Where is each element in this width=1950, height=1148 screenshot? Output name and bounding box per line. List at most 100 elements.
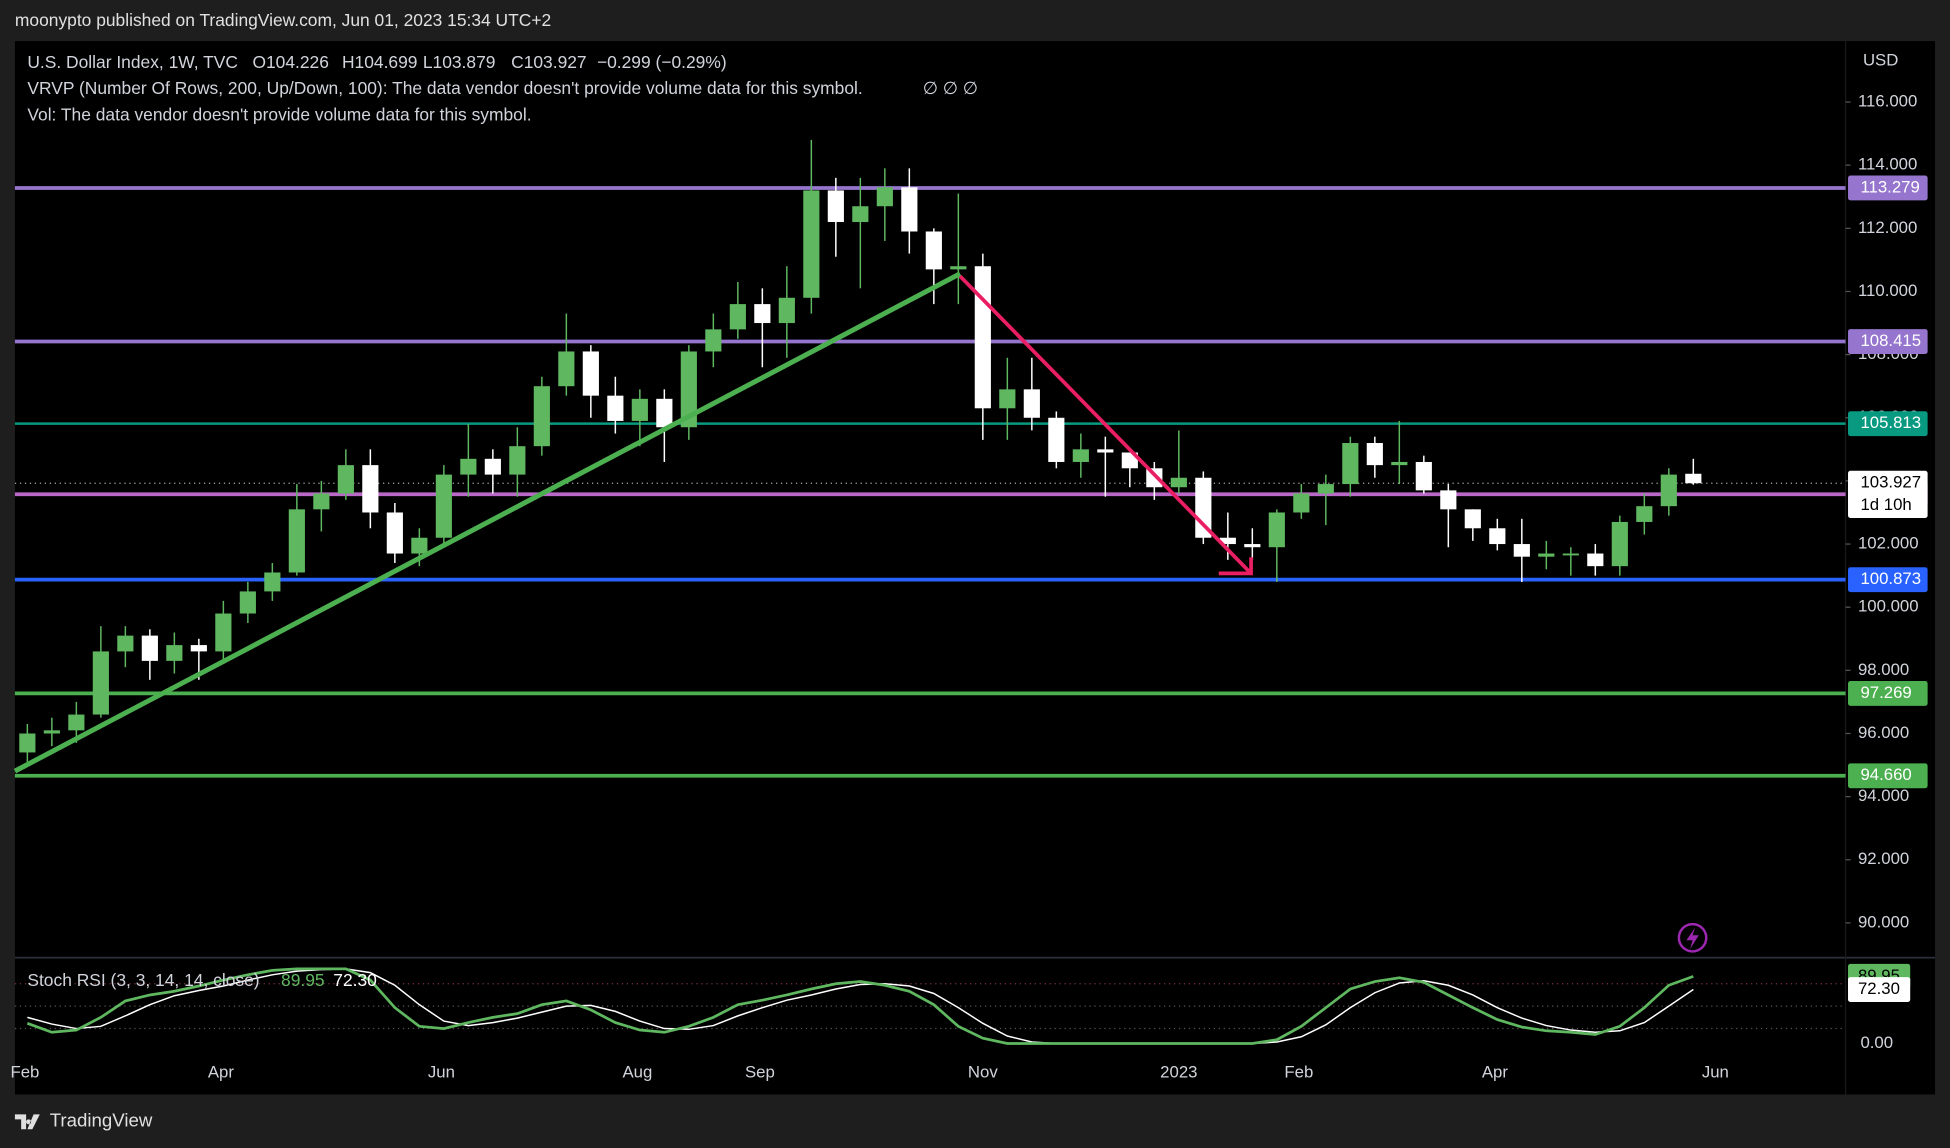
trend-line [13,271,962,774]
x-tick-label: Apr [208,1063,235,1082]
candle-body [974,266,991,409]
candle-body [558,351,575,387]
symbol: U.S. Dollar Index, 1W, TVC [27,52,238,72]
y-tick-label: 90.000 [1858,912,1909,931]
level-label-bg [1848,411,1928,437]
last-price-bg [1848,470,1928,519]
y-tick-label: 94.000 [1858,786,1909,805]
level-label: 97.269 [1860,683,1911,702]
candle-body [999,389,1016,409]
candle-body [1317,484,1334,494]
stoch-k [26,967,1694,1045]
level-label-bg [1848,680,1928,706]
level-label: 100.873 [1860,569,1921,588]
candle-body [876,187,893,207]
candle-body [1587,553,1604,567]
candle-body [1170,477,1187,488]
candle-body [288,509,305,573]
candle-body [190,645,207,652]
y-tick-label: 100.000 [1858,597,1919,616]
candle-body [1611,521,1628,567]
arrow-head [1218,557,1253,576]
change: −0.299 (−0.29%) [597,52,727,72]
y-tick-label: 112.000 [1858,218,1917,237]
candle-body [705,329,722,352]
candle-body [435,474,452,538]
candle-body [1440,490,1457,510]
open: O104.226 [252,52,328,72]
candle-body [239,591,256,614]
currency: USD [1863,50,1898,69]
x-tick-label: Feb [1284,1063,1313,1082]
countdown: 1d 10h [1860,495,1911,514]
candle-body [1268,512,1285,548]
y-tick-label: 98.000 [1858,660,1909,679]
candle-body [1685,473,1702,484]
chart-area [14,41,1936,1095]
arrow-line [958,274,1252,574]
stoch-tick-label: 0.00 [1860,1033,1893,1052]
level-label-bg [1848,763,1928,789]
d-axis-label: 72.30 [1858,979,1900,998]
candle-body [754,304,771,324]
stoch-d-value: 72.30 [333,970,377,990]
candle-body [313,493,330,510]
y-tick-label: 110.000 [1858,281,1917,300]
candle-body [1072,449,1089,462]
level-label: 105.813 [1860,413,1921,432]
candle-body [484,458,501,475]
brand: TradingView [50,1110,153,1131]
publisher: moonypto published on TradingView.com, J… [15,10,551,30]
candle-body [1562,553,1579,556]
candle-body [1513,544,1530,557]
candle-body [166,645,183,661]
candle-body [1121,452,1138,469]
level-label: 94.660 [1860,765,1911,784]
candle-body [631,398,648,421]
candle-body [1538,553,1555,557]
y-tick-label: 96.000 [1858,723,1909,742]
high: H104.699 [342,52,418,72]
candle-body [533,386,550,447]
candle-body [460,458,477,475]
close: C103.927 [511,52,586,72]
candle-body [215,613,232,652]
alert-icon[interactable] [1677,922,1708,953]
level-label: 113.279 [1860,177,1919,196]
candle-body [803,190,820,298]
candle-body [950,266,967,270]
candle-body [1660,474,1677,507]
vrvp-icons: ∅ ∅ ∅ [923,78,978,98]
candle-body [1342,443,1359,485]
candle-body [509,446,526,475]
candle-body [141,635,158,661]
vol: Vol: The data vendor doesn't provide vol… [27,104,531,124]
candle-body [901,187,918,232]
vrvp: VRVP (Number Of Rows, 200, Up/Down, 100)… [27,78,862,98]
level-label: 108.415 [1860,331,1921,350]
labels: 116.000114.000112.000110.000108.000106.0… [10,91,1928,1082]
candle-body [1464,509,1481,529]
candle-body [1244,544,1261,548]
candle-body [1219,537,1236,545]
candle-body [1415,461,1432,491]
x-tick-label: 2023 [1160,1063,1197,1082]
x-tick-label: Aug [622,1063,652,1082]
candle-body [1023,389,1040,418]
candle-body [1489,528,1506,545]
candle-body [337,465,354,494]
y-tick-label: 92.000 [1858,849,1909,868]
candle-body [852,206,869,223]
candle-body [386,512,403,554]
candle-body [68,714,85,731]
candle-body [117,635,134,652]
tv-logo [14,1114,40,1130]
level-label-bg [1848,175,1928,201]
level-label-bg [1848,567,1928,593]
candle-body [1366,443,1383,466]
x-tick-label: Jun [428,1063,455,1082]
x-tick-label: Nov [968,1063,998,1082]
candle-body [827,190,844,223]
